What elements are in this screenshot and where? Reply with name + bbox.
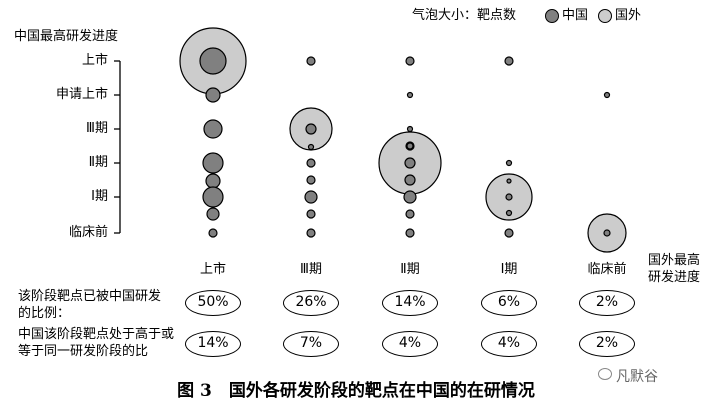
stats-row1-label: 该阶段靶点已被中国研发的比例： — [18, 289, 162, 321]
china-bubble — [306, 56, 316, 66]
legend-size-label: 气泡大小：靶点数 — [412, 8, 517, 23]
china-bubble — [202, 186, 224, 208]
y-tick-label: Ⅲ期 — [86, 121, 108, 136]
china-bubble — [405, 209, 415, 219]
watermark-text: 凡默谷 — [616, 369, 658, 385]
china-bubble — [306, 175, 316, 185]
stat-pill-row1: 50% — [185, 290, 241, 316]
china-bubble — [405, 56, 415, 66]
china-bubble — [505, 193, 513, 201]
china-bubble — [304, 190, 318, 204]
stat-pill-row2: 4% — [481, 331, 537, 357]
y-tick-label: Ⅱ期 — [88, 155, 108, 170]
legend-china-swatch — [545, 9, 559, 23]
stat-pill-row2: 4% — [382, 331, 438, 357]
stat-pill-row1: 2% — [579, 290, 635, 316]
stat-pill-row1: 6% — [481, 290, 537, 316]
stat-pill-row2: 7% — [283, 331, 339, 357]
china-bubble — [404, 174, 416, 186]
china-bubble — [405, 228, 415, 238]
x-tick-label: Ⅲ期 — [300, 262, 322, 277]
china-bubble — [306, 209, 316, 219]
wechat-icon — [598, 368, 612, 380]
stat-pill-row1: 14% — [382, 290, 438, 316]
china-bubble — [506, 178, 512, 184]
china-bubble — [305, 123, 317, 135]
y-tick-label: 申请上市 — [55, 87, 108, 102]
legend-foreign-label: 国外 — [615, 8, 642, 23]
china-bubble — [307, 143, 315, 151]
china-bubble — [203, 119, 223, 139]
stat-pill-row2: 14% — [185, 331, 241, 357]
china-bubble — [306, 228, 316, 238]
china-bubble — [603, 229, 611, 237]
stats-row2-label: 中国该阶段靶点处于高于或等于同一研发阶段的比 — [18, 327, 175, 359]
china-bubble — [505, 209, 513, 217]
x-tick-label: Ⅱ期 — [400, 262, 420, 277]
y-tick-label: 上市 — [81, 53, 108, 68]
stat-pill-row2: 2% — [579, 331, 635, 357]
china-bubble — [206, 207, 220, 221]
legend-foreign-swatch — [598, 9, 612, 23]
stat-pill-row1: 26% — [283, 290, 339, 316]
y-tick-label: 临床前 — [68, 225, 108, 240]
china-bubble — [205, 87, 221, 103]
china-bubble — [505, 159, 513, 167]
china-bubble — [205, 173, 221, 189]
y-axis-title: 中国最高研发进度 — [14, 29, 119, 44]
china-bubble — [406, 91, 414, 99]
china-bubble — [208, 228, 218, 238]
figure-caption: 图 3 国外各研发阶段的靶点在中国的在研情况 — [177, 381, 535, 401]
x-tick-label: 上市 — [199, 262, 226, 277]
china-bubble — [504, 56, 514, 66]
china-bubble — [406, 142, 414, 150]
x-tick-label: 临床前 — [587, 262, 627, 277]
china-bubble — [202, 152, 224, 174]
china-bubble — [404, 157, 416, 169]
china-bubble — [403, 190, 417, 204]
y-tick-label: Ⅰ期 — [91, 189, 108, 204]
china-bubble — [406, 125, 414, 133]
x-tick-label: Ⅰ期 — [500, 262, 518, 277]
china-bubble — [603, 91, 611, 99]
china-bubble — [504, 228, 514, 238]
legend-china-label: 中国 — [562, 8, 589, 23]
x-axis-title: 国外最高研发进度 — [648, 253, 701, 285]
china-bubble — [306, 158, 316, 168]
china-bubble — [199, 47, 227, 75]
